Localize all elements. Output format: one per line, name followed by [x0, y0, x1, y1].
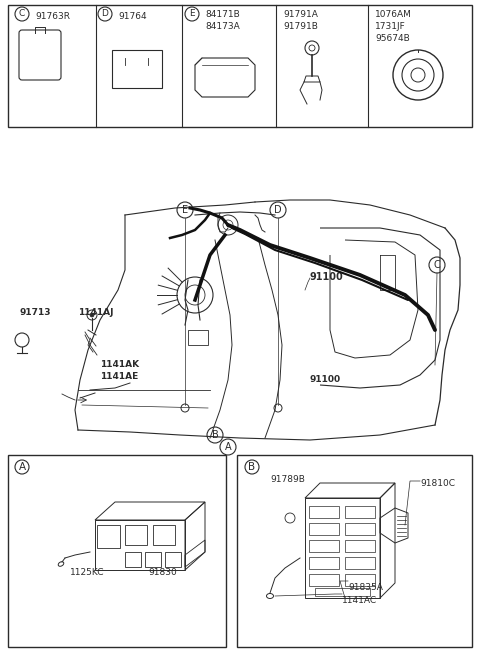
Text: 84173A: 84173A	[205, 22, 240, 31]
Text: E: E	[182, 205, 188, 215]
Text: 91764: 91764	[118, 12, 146, 21]
Bar	[8, 5, 472, 127]
Text: 91791B: 91791B	[283, 22, 318, 31]
Text: 84171B: 84171B	[205, 10, 240, 19]
Bar	[112, 50, 162, 88]
Text: 91100: 91100	[310, 272, 344, 282]
Text: A: A	[225, 442, 231, 452]
Text: 1141AJ: 1141AJ	[78, 308, 113, 317]
Circle shape	[90, 313, 94, 317]
Text: 91791A: 91791A	[283, 10, 318, 19]
Text: 91810C: 91810C	[420, 479, 455, 488]
Text: 91789B: 91789B	[270, 475, 305, 484]
Text: 1141AC: 1141AC	[342, 596, 377, 605]
Text: 95674B: 95674B	[375, 34, 410, 43]
Bar	[237, 455, 472, 647]
Text: 1141AE: 1141AE	[100, 372, 138, 381]
Text: 91763R: 91763R	[35, 12, 70, 21]
Text: B: B	[249, 462, 255, 472]
Text: 1076AM: 1076AM	[375, 10, 412, 19]
Text: B: B	[212, 430, 218, 440]
Text: 1731JF: 1731JF	[375, 22, 406, 31]
Bar	[8, 455, 226, 647]
Text: A: A	[18, 462, 25, 472]
Text: D: D	[274, 205, 282, 215]
Text: E: E	[189, 10, 195, 18]
Text: D: D	[102, 10, 108, 18]
Text: C: C	[19, 10, 25, 18]
Text: 1141AK: 1141AK	[100, 360, 139, 369]
Text: 91830: 91830	[148, 568, 177, 577]
Text: 91835A: 91835A	[348, 583, 383, 592]
Text: 91713: 91713	[20, 308, 51, 317]
Text: C: C	[433, 260, 440, 270]
Text: 1125KC: 1125KC	[70, 568, 105, 577]
Text: 91100: 91100	[310, 375, 341, 384]
